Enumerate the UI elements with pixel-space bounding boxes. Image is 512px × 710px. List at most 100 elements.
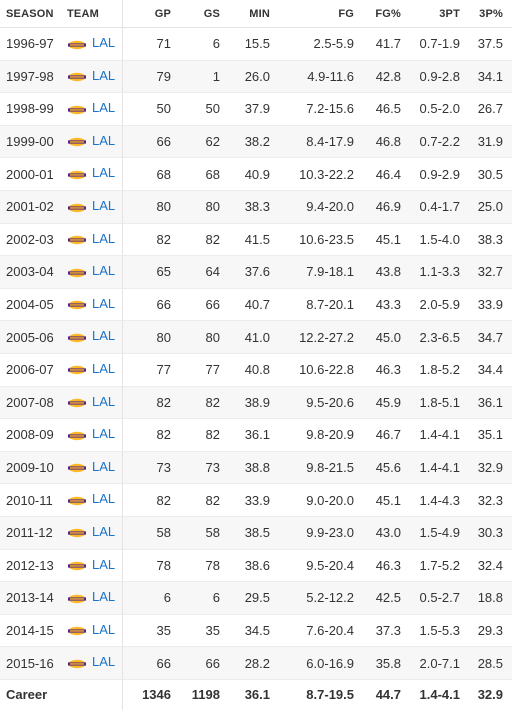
team-link[interactable]: LAL xyxy=(92,132,116,148)
min-cell: 36.1 xyxy=(220,418,270,452)
team-link[interactable]: LAL xyxy=(92,295,116,311)
table-body: 1996-97 LAL 71 6 15.5 2.5-5.9 41.7 0.7-1.9 37.5 1… xyxy=(0,27,512,680)
team-link[interactable]: LAL xyxy=(92,491,116,507)
lakers-logo-icon xyxy=(67,592,87,603)
gs-cell: 68 xyxy=(171,157,220,191)
3p-pct-cell: 30.5 xyxy=(460,157,512,191)
3p-pct-cell: 30.3 xyxy=(460,516,512,550)
career-team xyxy=(64,679,123,710)
gs-cell: 80 xyxy=(171,190,220,224)
gp-cell: 79 xyxy=(122,60,171,94)
lakers-logo-icon xyxy=(67,657,87,669)
3p-pct-cell: 31.9 xyxy=(460,125,512,159)
3pt-cell: 0.7-1.9 xyxy=(401,27,460,61)
table-row: 1999-00 LAL 66 62 38.2 8.4-17.9 46.8 0.7-2.2 31.… xyxy=(0,125,512,159)
min-cell: 41.0 xyxy=(220,320,270,354)
gp-cell: 82 xyxy=(122,223,171,257)
gs-cell: 78 xyxy=(171,549,220,583)
header-team[interactable]: TEAM xyxy=(64,0,123,28)
fg-pct-cell: 46.7 xyxy=(354,418,401,452)
table-row: 1998-99 LAL 50 50 37.9 7.2-15.6 46.5 0.5-2.0 26.… xyxy=(0,92,512,126)
fg-cell: 7.2-15.6 xyxy=(270,92,354,126)
team-link[interactable]: LAL xyxy=(92,426,116,442)
min-cell: 29.5 xyxy=(220,581,270,615)
team-link[interactable]: LAL xyxy=(92,230,116,246)
season-cell: 2014-15 xyxy=(0,614,64,648)
header-gs[interactable]: GS xyxy=(171,0,220,28)
team-cell: LAL xyxy=(64,125,123,159)
team-link[interactable]: LAL xyxy=(92,67,116,83)
header-3p-pct[interactable]: 3P% xyxy=(460,0,512,28)
team-link[interactable]: LAL xyxy=(92,523,116,539)
fg-cell: 9.5-20.4 xyxy=(270,549,354,583)
fg-cell: 6.0-16.9 xyxy=(270,646,354,680)
season-cell: 1998-99 xyxy=(0,92,64,126)
fg-pct-cell: 42.5 xyxy=(354,581,401,615)
team-link[interactable]: LAL xyxy=(92,263,116,279)
fg-cell: 2.5-5.9 xyxy=(270,27,354,61)
team-link[interactable]: LAL xyxy=(92,556,116,572)
gp-cell: 58 xyxy=(122,516,171,550)
team-link[interactable]: LAL xyxy=(92,621,116,637)
fg-cell: 9.8-21.5 xyxy=(270,451,354,485)
gs-cell: 82 xyxy=(171,386,220,420)
fg-cell: 7.6-20.4 xyxy=(270,614,354,648)
gp-cell: 35 xyxy=(122,614,171,648)
team-link[interactable]: LAL xyxy=(92,198,116,214)
gs-cell: 6 xyxy=(171,581,220,615)
gp-cell: 80 xyxy=(122,190,171,224)
team-cell: LAL xyxy=(64,320,123,354)
lakers-logo-icon xyxy=(67,559,87,571)
fg-pct-cell: 46.3 xyxy=(354,549,401,583)
header-min[interactable]: MIN xyxy=(220,0,270,28)
3p-pct-cell: 26.7 xyxy=(460,92,512,126)
3pt-cell: 2.0-7.1 xyxy=(401,646,460,680)
team-link[interactable]: LAL xyxy=(92,328,116,344)
gs-cell: 82 xyxy=(171,418,220,452)
team-link[interactable]: LAL xyxy=(92,35,116,51)
table-row: 2002-03 LAL 82 82 41.5 10.6-23.5 45.1 1.5-4.0 38… xyxy=(0,223,512,257)
header-gp[interactable]: GP xyxy=(122,0,171,28)
gs-cell: 1 xyxy=(171,60,220,94)
fg-pct-cell: 41.7 xyxy=(354,27,401,61)
fg-cell: 8.7-20.1 xyxy=(270,288,354,322)
gp-cell: 82 xyxy=(122,483,171,517)
lakers-logo-icon xyxy=(67,103,87,114)
min-cell: 26.0 xyxy=(220,60,270,94)
career-min: 36.1 xyxy=(220,679,270,710)
3pt-cell: 1.1-3.3 xyxy=(401,255,460,289)
lakers-logo-icon xyxy=(67,298,87,310)
gs-cell: 77 xyxy=(171,353,220,387)
team-link[interactable]: LAL xyxy=(92,589,116,605)
team-link[interactable]: LAL xyxy=(92,393,116,409)
team-link[interactable]: LAL xyxy=(92,654,116,670)
career-fg-pct: 44.7 xyxy=(354,679,401,710)
fg-cell: 10.3-22.2 xyxy=(270,157,354,191)
min-cell: 37.9 xyxy=(220,92,270,126)
3p-pct-cell: 35.1 xyxy=(460,418,512,452)
3pt-cell: 0.9-2.9 xyxy=(401,157,460,191)
table-row: 2003-04 LAL 65 64 37.6 7.9-18.1 43.8 1.1-3.3 32.… xyxy=(0,255,512,289)
3pt-cell: 1.5-4.0 xyxy=(401,223,460,257)
table-row: 1996-97 LAL 71 6 15.5 2.5-5.9 41.7 0.7-1.9 37.5 xyxy=(0,27,512,61)
fg-pct-cell: 35.8 xyxy=(354,646,401,680)
header-season[interactable]: SEASON xyxy=(0,0,64,28)
header-fg[interactable]: FG xyxy=(270,0,354,28)
team-link[interactable]: LAL xyxy=(92,360,116,376)
team-cell: LAL xyxy=(64,483,123,517)
fg-pct-cell: 37.3 xyxy=(354,614,401,648)
fg-cell: 7.9-18.1 xyxy=(270,255,354,289)
gp-cell: 68 xyxy=(122,157,171,191)
header-fg-pct[interactable]: FG% xyxy=(354,0,401,28)
team-link[interactable]: LAL xyxy=(92,458,116,474)
fg-pct-cell: 46.8 xyxy=(354,125,401,159)
lakers-logo-icon xyxy=(67,168,87,180)
header-3pt[interactable]: 3PT xyxy=(401,0,460,28)
gp-cell: 6 xyxy=(122,581,171,615)
season-cell: 2002-03 xyxy=(0,223,64,257)
team-link[interactable]: LAL xyxy=(92,165,116,181)
team-link[interactable]: LAL xyxy=(92,100,116,116)
min-cell: 41.5 xyxy=(220,223,270,257)
fg-cell: 4.9-11.6 xyxy=(270,60,354,94)
